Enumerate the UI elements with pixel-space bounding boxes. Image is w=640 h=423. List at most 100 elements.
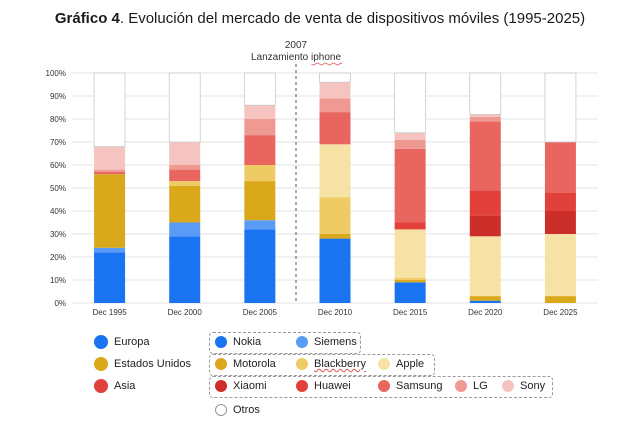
chart-title: Gráfico 4. Evolución del mercado de vent… [0, 10, 640, 27]
legend-item-siemens: Siemens [296, 336, 357, 348]
legend-item-motorola: Motorola [215, 358, 276, 370]
legend-region-europa: Europa [94, 335, 149, 349]
bar-segment-lg [319, 98, 351, 113]
bar-segment-huawei [544, 192, 576, 211]
legend-huawei-swatch [296, 380, 308, 392]
bar-segment-siemens [244, 220, 276, 230]
bar-segment-blackberry [169, 181, 201, 186]
x-tick-label: Dec 2010 [318, 308, 353, 317]
legend-item-lg: LG [455, 380, 488, 392]
x-axis: Dec 1995 Dec 2000 Dec 2005 Dec 2010 Dec 2015… [92, 308, 578, 317]
bar-segment-blackberry [319, 197, 351, 234]
legend-apple-swatch [378, 358, 390, 370]
annotation-label: Lanzamiento iphone [251, 52, 342, 63]
y-tick-label: 80% [50, 115, 66, 124]
bar-segment-nokia [319, 238, 351, 303]
legend-lg-label: LG [473, 380, 488, 392]
bar-segment-otros [168, 72, 201, 143]
bar-segment-apple [469, 236, 501, 297]
bar-segment-otros [93, 72, 126, 147]
bar-segment-motorola [394, 280, 426, 283]
bar-segment-samsung [319, 112, 351, 145]
legend-blackberry-label: Blackberry [314, 358, 366, 370]
bar-segment-blackberry [244, 165, 276, 182]
bar-segment-nokia [169, 236, 201, 303]
bar-segment-sony [394, 132, 426, 140]
legend-xiaomi-swatch [215, 380, 227, 392]
bar-segment-motorola [244, 181, 276, 221]
chart-title-bold: Gráfico 4 [54, 10, 120, 27]
bar-segment-otros [469, 72, 502, 115]
x-tick-label: Dec 2020 [468, 308, 503, 317]
legend-region-usa: Estados Unidos [94, 357, 191, 371]
y-tick-label: 20% [50, 253, 66, 262]
bar-segment-samsung [394, 148, 426, 223]
bar-segment-xiaomi [544, 211, 576, 234]
y-tick-label: 70% [50, 138, 66, 147]
y-tick-label: 60% [50, 161, 66, 170]
bar-segment-sony [244, 105, 276, 119]
bar-segment-sony [319, 82, 351, 99]
bar-segment-sony [469, 114, 501, 117]
bar-segment-samsung [244, 135, 276, 165]
y-tick-label: 10% [50, 276, 66, 285]
legend-region-asia-label: Asia [114, 380, 136, 392]
legend-region-europa-label: Europa [114, 336, 150, 348]
legend-otros-swatch [215, 404, 227, 416]
legend-group-usa [209, 354, 435, 376]
legend-lg-swatch [455, 380, 467, 392]
legend-samsung-swatch [378, 380, 390, 392]
legend-sony-swatch [502, 380, 514, 392]
x-tick-label: Dec 2025 [543, 308, 578, 317]
legend-motorola-swatch [215, 358, 227, 370]
bar-segment-otros [319, 72, 351, 83]
y-tick-label: 0% [54, 299, 66, 308]
bar-segment-apple [394, 229, 426, 278]
legend-item-nokia: Nokia [215, 336, 261, 348]
bar-segment-otros [243, 72, 276, 106]
bar-segment-lg [394, 139, 426, 149]
bar-segment-nokia [394, 282, 426, 303]
bar-segment-lg [94, 169, 126, 172]
legend-otros-label: Otros [233, 404, 260, 416]
bar-segment-lg [469, 116, 501, 122]
legend-siemens-label: Siemens [314, 336, 357, 348]
bar-segment-xiaomi [469, 215, 501, 237]
bar-segment-lg [244, 119, 276, 136]
legend-item-sony: Sony [502, 380, 545, 392]
y-tick-label: 90% [50, 92, 66, 101]
bar-segment-samsung [94, 171, 126, 175]
legend-huawei-label: Huawei [314, 380, 351, 392]
legend-region-asia: Asia [94, 379, 135, 393]
legend-item-samsung: Samsung [378, 380, 442, 392]
bar-segment-motorola [544, 296, 576, 303]
bar-segment-otros [394, 72, 427, 134]
x-tick-label: Dec 2000 [168, 308, 203, 317]
legend-sony-label: Sony [520, 380, 546, 392]
legend-item-otros: Otros [215, 404, 260, 416]
legend-region-asia-swatch [94, 379, 108, 393]
bar-segment-apple [319, 144, 351, 198]
bar-segment-apple [544, 234, 576, 297]
legend-region-usa-label: Estados Unidos [114, 358, 192, 370]
x-tick-label: Dec 2015 [393, 308, 428, 317]
bar-segment-sony [169, 142, 201, 165]
legend-siemens-swatch [296, 336, 308, 348]
x-tick-label: Dec 2005 [243, 308, 278, 317]
y-tick-label: 50% [50, 184, 66, 193]
bar-segment-sony [94, 146, 126, 170]
y-tick-label: 30% [50, 230, 66, 239]
bar-segment-huawei [394, 222, 426, 230]
bar-segment-siemens [94, 247, 126, 253]
legend-group-europe [209, 332, 361, 354]
legend-item-apple: Apple [378, 358, 424, 370]
legend-region-europa-swatch [94, 335, 108, 349]
bar-segment-nokia [244, 229, 276, 303]
bar-segment-motorola [169, 185, 201, 223]
chart-title-rest: . Evolución del mercado de venta de disp… [119, 10, 586, 27]
bar-segment-samsung [544, 142, 576, 193]
bar-segment-samsung [469, 121, 501, 191]
legend-item-xiaomi: Xiaomi [215, 380, 267, 392]
bar-segment-samsung [169, 169, 201, 182]
